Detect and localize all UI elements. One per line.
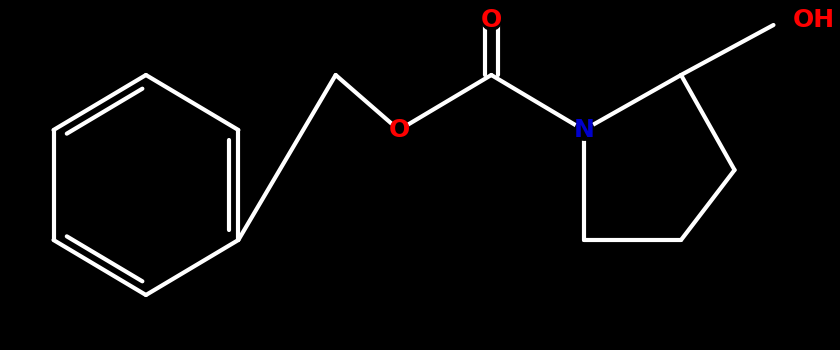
Text: O: O [480, 8, 502, 32]
Text: O: O [388, 118, 410, 142]
Text: OH: OH [793, 8, 835, 32]
Text: N: N [574, 118, 594, 142]
